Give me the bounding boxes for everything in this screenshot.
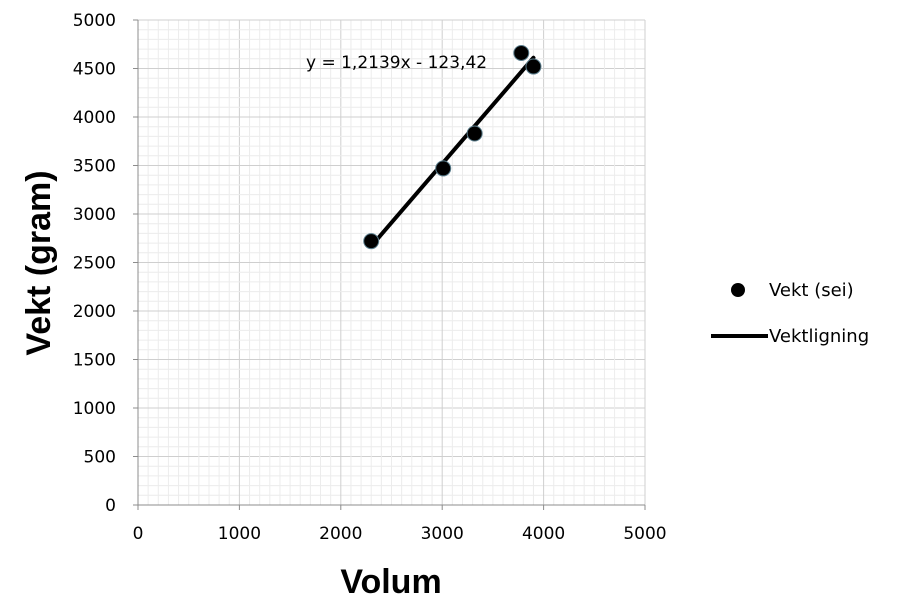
y-tick-label: 4500 [73,60,116,80]
data-point [363,233,380,250]
data-point [513,44,530,61]
y-tick-label: 5000 [73,11,116,31]
y-tick-label: 0 [105,496,116,516]
y-tick-label: 2500 [73,254,116,274]
y-tick-label: 1500 [73,351,116,371]
y-tick-label: 3500 [73,157,116,177]
data-point [466,125,483,142]
data-point [525,58,542,75]
x-tick-label: 0 [133,524,144,544]
legend-label-scatter: Vekt (sei) [769,280,854,301]
data-point [435,160,452,177]
legend-label-line: Vektligning [769,326,869,347]
x-tick-labels: 0 1000 2000 3000 4000 5000 [133,524,667,544]
y-tick-label: 500 [84,448,116,468]
y-tick-label: 3000 [73,205,116,225]
y-tick-label: 4000 [73,108,116,128]
y-tick-label: 2000 [73,302,116,322]
x-tick-label: 1000 [218,524,261,544]
series-layer [363,44,542,250]
x-tick-label: 2000 [319,524,362,544]
legend-item-scatter: Vekt (sei) [731,280,854,301]
x-tick-label: 4000 [522,524,565,544]
legend: Vekt (sei) Vektligning [711,280,869,347]
x-axis-title: Volum [340,563,441,597]
trendline [369,55,536,249]
x-tick-label: 3000 [421,524,464,544]
legend-item-line: Vektligning [711,326,869,347]
legend-marker-dot [731,283,745,297]
y-tick-labels: 0 500 1000 1500 2000 2500 3000 3500 4000 4500 5000 [73,11,116,516]
grid [137,19,646,506]
axes [133,19,646,510]
x-tick-label: 5000 [623,524,666,544]
y-tick-label: 1000 [73,399,116,419]
trendline-equation: y = 1,2139x - 123,42 [306,53,487,73]
y-axis-title: Vekt (gram) [20,170,58,355]
